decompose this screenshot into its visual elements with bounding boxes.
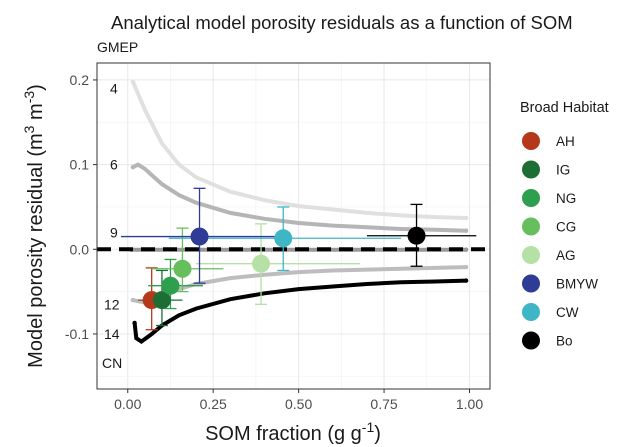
curve-label-cn: CN [102,355,122,371]
curve-start-point-12 [130,297,136,303]
x-tick-label: 0.75 [370,396,397,412]
y-axis-title-sup1: 3 [21,125,37,133]
legend-label-ag: AG [556,248,576,263]
legend-label-cw: CW [556,305,579,320]
x-axis-title-end: ) [374,423,381,445]
x-axis-ticks: 0.00 0.25 0.50 0.75 1.00 [114,389,483,412]
point-cg [173,259,192,278]
curve-start-point-4 [130,79,136,84]
curve-14 [132,278,469,345]
panel-border [96,62,491,390]
curve-start-point-6 [130,164,136,170]
curve-label-12: 12 [104,296,120,312]
legend-swatch-bmyw [522,274,540,293]
curve-end-point-9 [463,247,469,252]
x-tick-label: 1.00 [456,396,483,412]
curve-label-9: 9 [110,224,118,240]
point-ng [161,276,180,295]
curve-6 [130,162,469,233]
legend-label-ah: AH [556,134,575,149]
legend-swatch-cg [522,217,540,236]
curve-label-14: 14 [104,326,120,342]
y-tick-label: 0.0 [70,241,90,257]
legend-label-cg: CG [556,220,576,235]
curve-start-point-14 [132,320,137,326]
point-ig [152,291,171,310]
legend-label-ng: NG [556,191,576,206]
legend-label-bo: Bo [556,334,573,349]
y-axis-ticks: -0.1 0.0 0.1 0.2 [65,72,97,342]
data-points [142,226,426,310]
y-tick-label: 0.1 [70,157,90,173]
legend-swatch-bo [522,331,540,350]
y-axis-title-end: ) [25,84,47,91]
chart-title: Analytical model porosity residuals as a… [111,12,573,33]
curve-end-point-12 [463,264,469,270]
y-axis-title-sup2: -3 [21,91,37,104]
y-axis-title-mid: m [25,103,47,125]
legend-title: Broad Habitat [520,100,609,116]
chart-subtitle: GMEP [97,39,138,55]
curve-end-point-14 [463,278,469,283]
curve-label-6: 6 [110,157,118,173]
legend-swatch-ig [522,160,540,179]
x-tick-label: 0.50 [285,396,312,412]
legend: AH IG NG CG AG BMYW CW Bo [522,132,598,350]
x-axis-title-main: SOM fraction (g g [205,423,362,445]
curve-4 [130,79,469,220]
legend-swatch-ng [522,189,540,207]
y-tick-label: -0.1 [65,326,89,342]
curve-end-point-6 [463,228,469,233]
point-bo [407,226,426,245]
curve-label-4: 4 [110,80,118,96]
curve-labels: 4 6 9 12 14 [104,80,120,342]
x-tick-label: 0.25 [200,396,227,412]
plot-panel [96,62,491,390]
y-tick-label: 0.2 [70,72,90,88]
legend-swatch-cw [522,303,540,321]
x-tick-label: 0.00 [114,396,141,412]
legend-swatch-ag [522,246,540,264]
legend-label-ig: IG [556,163,570,178]
x-axis-title-sup: -1 [362,419,375,435]
point-ag [252,254,271,273]
x-axis-title: SOM fraction (g g-1) [205,419,381,445]
y-axis-title: Model porosity residual (m3 m-3) [21,84,47,368]
legend-swatch-ah [522,132,540,150]
point-bmyw [190,227,209,246]
curve-end-point-4 [463,215,469,221]
legend-label-bmyw: BMYW [556,277,598,292]
y-axis-title-main: Model porosity residual (m [25,133,47,368]
point-cw [274,229,293,248]
